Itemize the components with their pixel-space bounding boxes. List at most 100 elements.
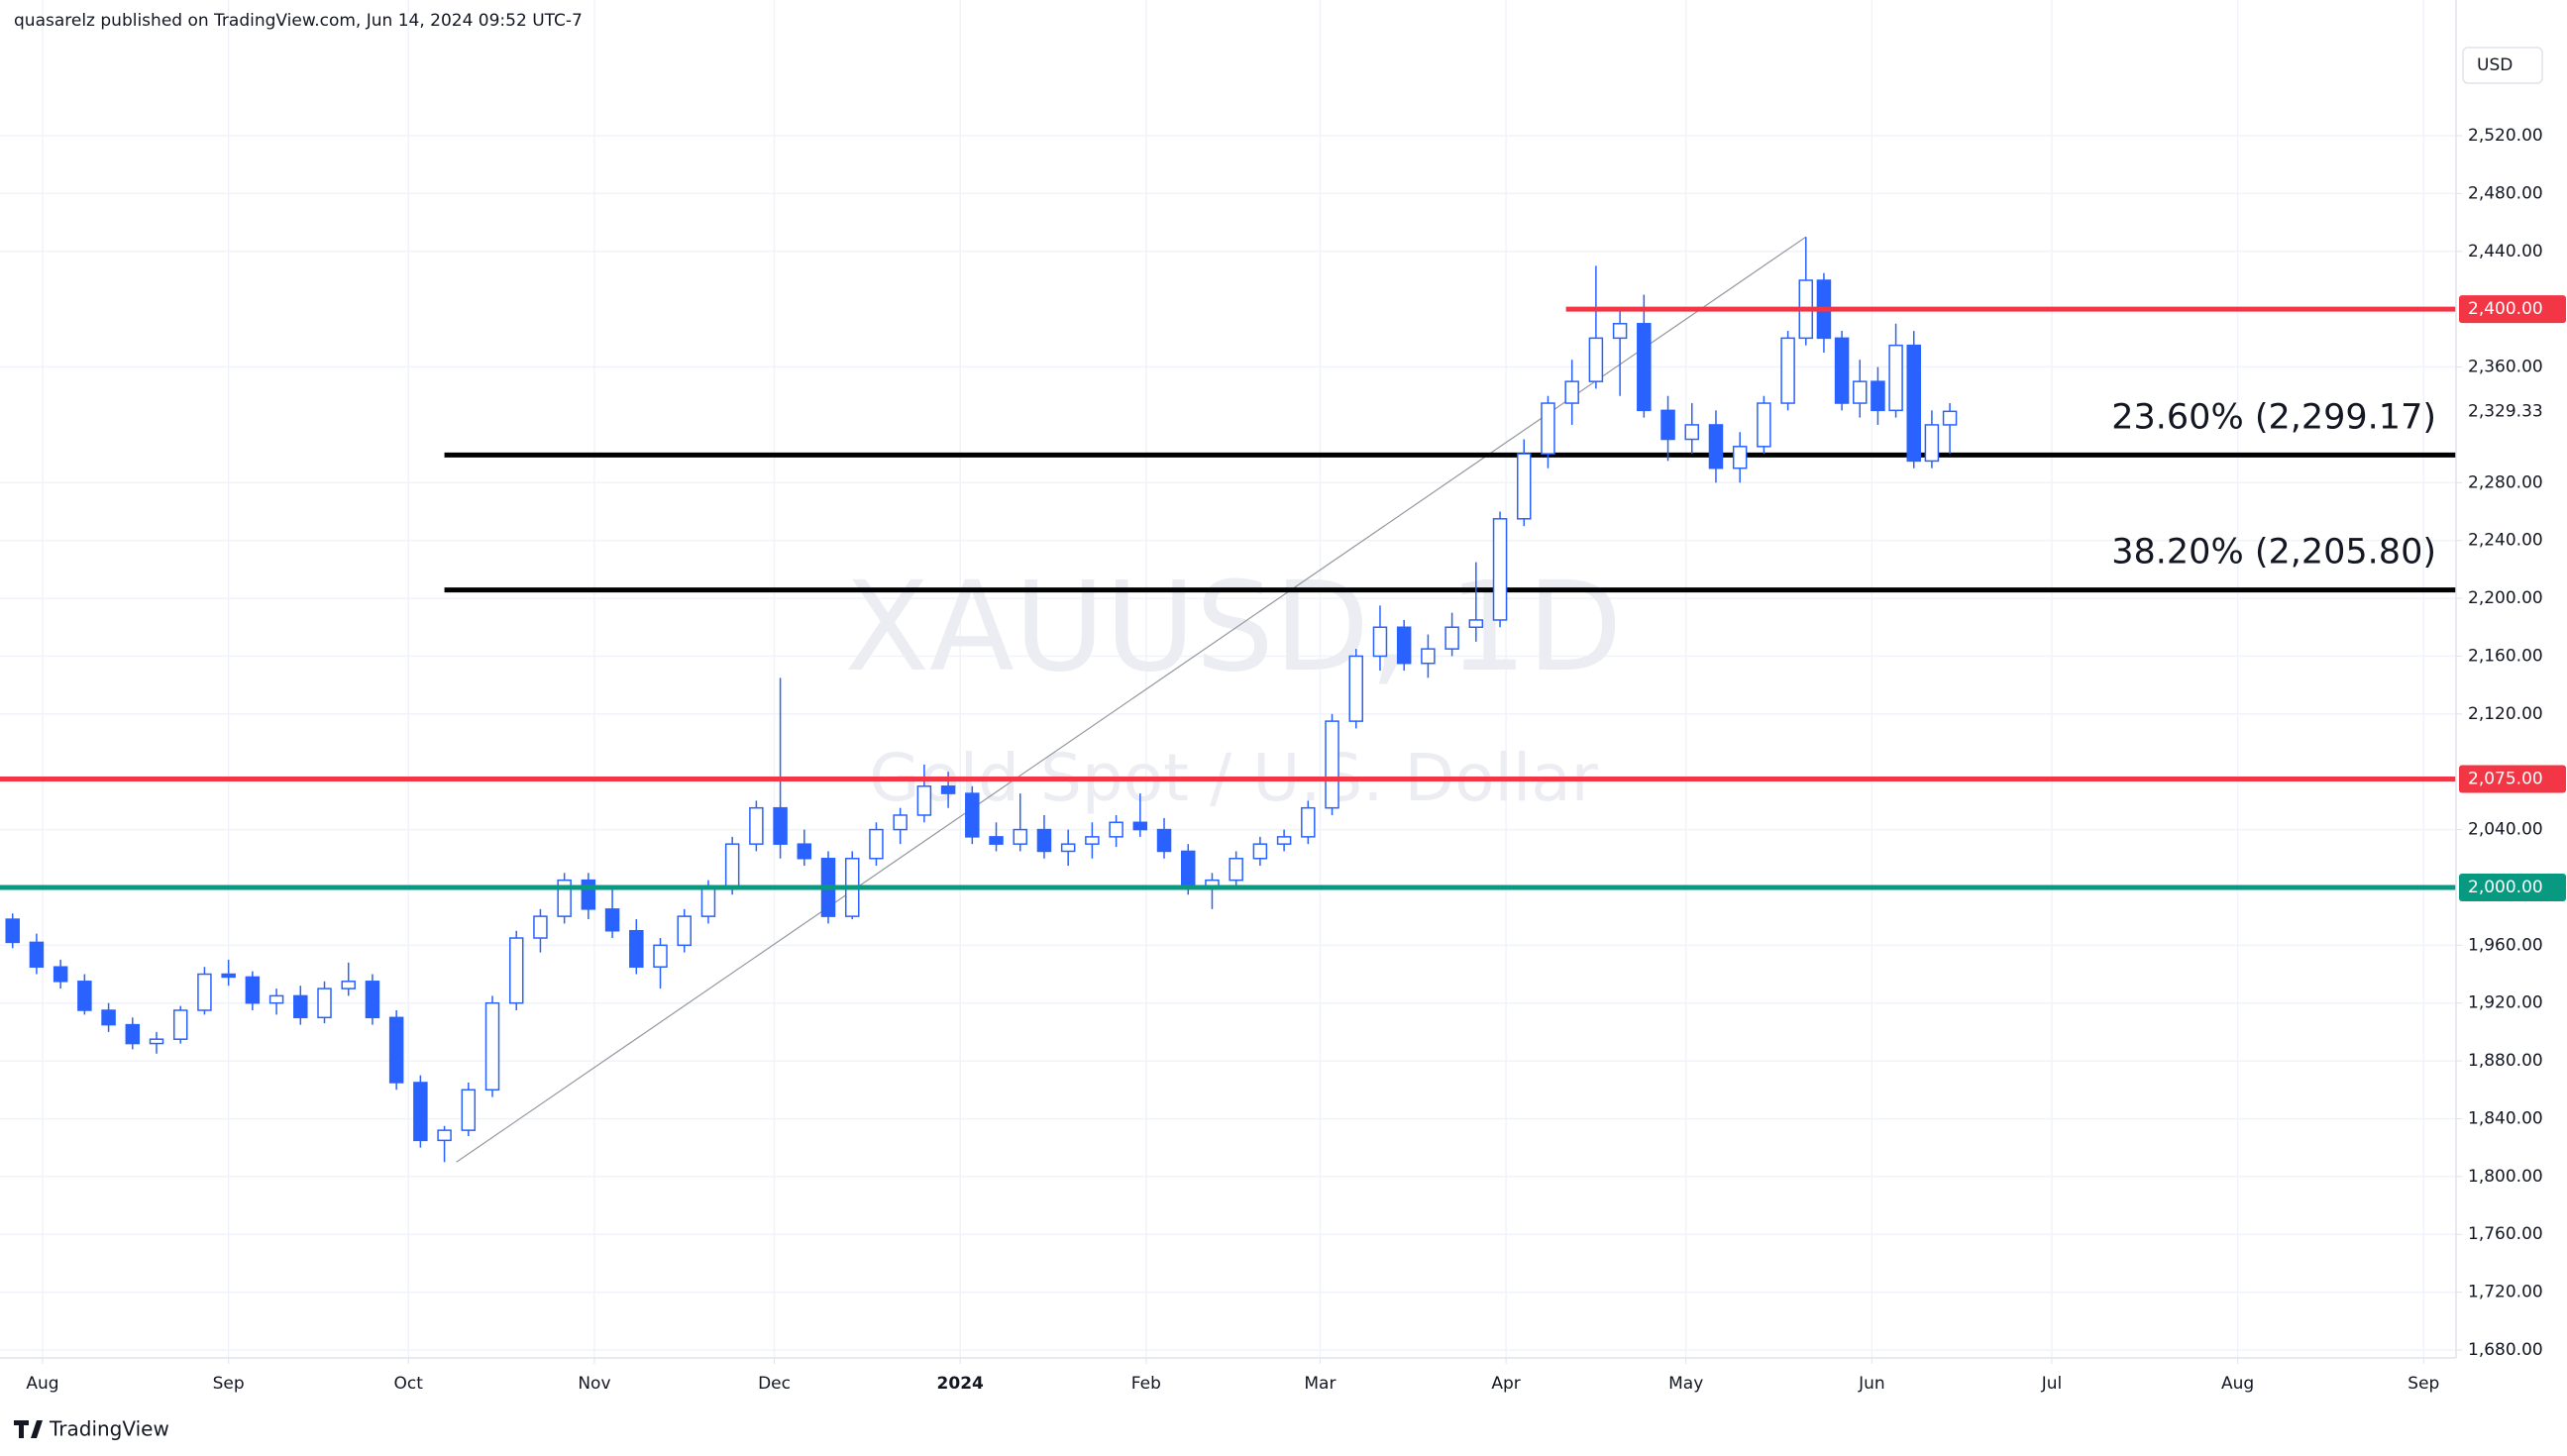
last-price-tag [2459,398,2566,425]
last-price-label: 2,329.33 [2468,401,2543,421]
y-tick-label: 2,200.00 [2468,588,2543,608]
candle-body [413,1082,428,1142]
candle-body [1396,626,1412,665]
candle-body [653,944,668,968]
candle-body [1325,720,1339,809]
candle-body [916,785,932,816]
candle-body [700,886,716,917]
candle-body [677,915,692,947]
candle-body [1564,380,1579,404]
currency[interactable]: USD [2477,55,2513,75]
candle-body [53,966,68,983]
watermark-symbol: XAUUSD, 1D [845,556,1623,699]
level-price-label: 2,400.00 [2468,299,2543,319]
header: quasarelz published on TradingView.com, … [14,11,583,31]
candle-body [869,828,884,860]
candle-body [1517,453,1532,520]
y-tick-label: 1,800.00 [2468,1167,2543,1187]
y-tick-label: 2,120.00 [2468,704,2543,724]
candle-body [1372,626,1388,658]
y-tick-label: 1,880.00 [2468,1051,2543,1071]
candle-body [77,981,92,1011]
plot: 23.60% (2,299.17) 38.20% (2,205.80) [0,236,2456,1163]
trend-line [456,236,1807,1163]
x-tick-label: Dec [758,1374,791,1394]
y-tick-label: 2,520.00 [2468,126,2543,146]
x-tick-label: Jun [1858,1374,1885,1394]
y-tick-label: 1,920.00 [2468,993,2543,1013]
x-tick-label: Aug [2221,1374,2254,1394]
candle-body [797,843,812,860]
y-tick-label: 1,720.00 [2468,1283,2543,1302]
candle-body [1942,410,1958,426]
candle-body [5,918,20,944]
x-tick-label: Oct [394,1374,424,1394]
candle-body [581,879,596,910]
candle-body [1888,344,1903,412]
candle-body [1301,806,1316,838]
x-tick-label: 2024 [937,1374,984,1394]
level-price-tag [2459,295,2566,324]
candle-body [125,1023,141,1045]
x-tick-label: Aug [26,1374,58,1394]
candle-body [29,941,45,968]
y-tick-label: 1,680.00 [2468,1340,2543,1360]
candle-body [965,792,980,838]
candle-body [1421,648,1436,665]
candle-body [1588,337,1604,382]
candle-body [1660,409,1675,441]
candle-body [1637,323,1652,412]
y-tick-label: 2,160.00 [2468,646,2543,666]
logo-icon [14,1420,43,1438]
candle-body [1732,446,1748,469]
x-tick-label: Jul [2041,1374,2063,1394]
fib-label: 38.20% (2,205.80) [2111,533,2436,572]
candle-body [484,1001,500,1092]
candle-body [1132,821,1148,831]
candle-body [533,915,548,939]
candle-body [365,981,380,1019]
level-price-label: 2,075.00 [2468,769,2543,788]
candle-body [172,1009,188,1040]
currency-box[interactable] [2462,47,2543,84]
brand: TradingView [49,1417,169,1441]
candle-body [604,908,620,932]
candle-body [461,1089,477,1131]
y-tick-label: 2,280.00 [2468,472,2543,492]
candle-body [388,1016,404,1084]
candle-body [749,806,764,845]
candle-body [1708,424,1724,469]
x-tick-label: Mar [1304,1374,1336,1394]
axis: 1,680.00 1,720.00 1,760.00 1,800.00 1,840.00… [26,126,2566,1394]
candle-body [1684,424,1700,441]
y-tick-label: 2,440.00 [2468,242,2543,261]
y-tick-label: 1,960.00 [2468,935,2543,955]
x-tick-label: Sep [2407,1374,2439,1394]
candle-body [940,785,956,794]
candle-body [1834,337,1850,404]
candle-body [1853,380,1868,404]
candle-body [1109,821,1123,838]
x-tick-label: May [1668,1374,1703,1394]
x-tick-label: Sep [213,1374,245,1394]
candle-body [1276,836,1292,845]
candle-body [989,836,1004,845]
candle-body [437,1129,452,1142]
candle-body [1780,337,1795,404]
candle-body [1871,380,1885,412]
candle-body [149,1038,164,1045]
candle-body [1252,843,1268,860]
candle-body [1444,626,1459,650]
y-tick-label: 2,040.00 [2468,820,2543,840]
y-tick-label: 2,240.00 [2468,531,2543,551]
candle-body [773,806,788,845]
candle-body [1229,858,1243,882]
x-tick-label: Nov [578,1374,610,1394]
y-tick-label: 2,360.00 [2468,358,2543,377]
y-tick-label: 1,840.00 [2468,1108,2543,1128]
candle-body [1085,836,1100,845]
candle-body [268,994,284,1004]
